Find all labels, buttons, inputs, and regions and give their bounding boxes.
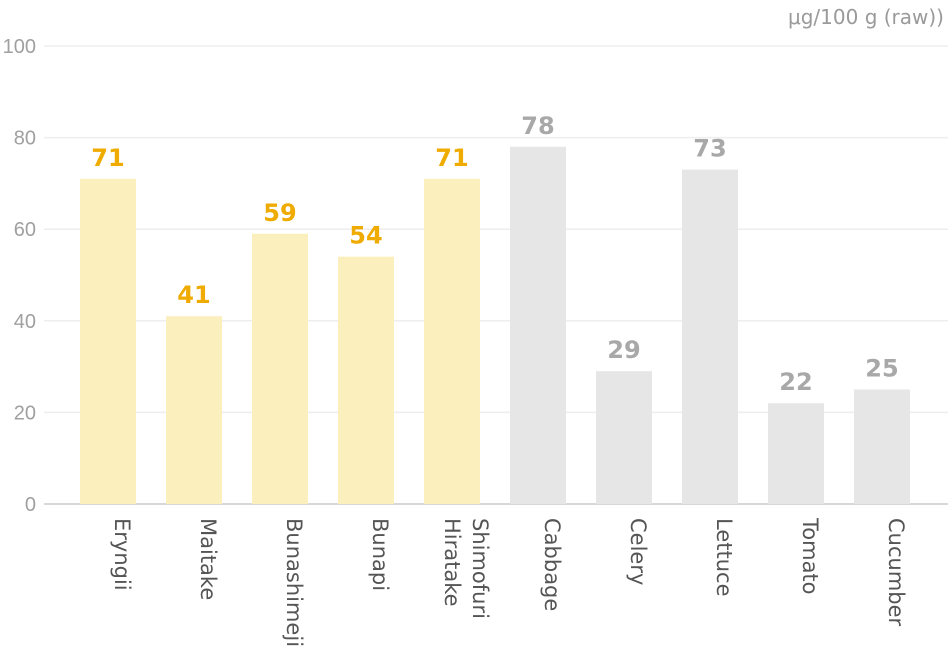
bar-lettuce [682, 169, 738, 504]
category-label: Maitake [196, 518, 220, 600]
y-tick-label: 100 [3, 36, 36, 58]
y-tick-label: 80 [14, 128, 36, 150]
category-label: Shimofuri [468, 518, 492, 619]
bar-cabbage [510, 146, 566, 504]
category-label: Lettuce [712, 518, 736, 597]
value-label: 71 [435, 144, 468, 172]
value-label: 73 [693, 135, 726, 163]
y-axis-ticks: 0 20 40 60 80 100 [3, 36, 36, 516]
bar-bunashimeji [252, 233, 308, 504]
x-axis-categories: Eryngii Maitake Bunashimeji Bunapi Shimofuri… [110, 517, 908, 647]
category-label: Cucumber [884, 518, 908, 627]
y-tick-label: 20 [14, 402, 36, 424]
category-label: Eryngii [110, 518, 134, 591]
value-label: 25 [865, 355, 898, 383]
value-label: 71 [91, 144, 124, 172]
unit-label: μg/100 g (raw)) [788, 5, 944, 29]
y-tick-label: 60 [14, 219, 36, 241]
category-label: Bunapi [368, 518, 392, 591]
category-label: Hiratake [440, 518, 464, 607]
category-label: Cabbage [540, 518, 564, 611]
value-label: 59 [263, 199, 296, 227]
category-label: Celery [626, 518, 650, 585]
bar-eryngii [80, 178, 136, 504]
value-label: 22 [779, 368, 812, 396]
bar-cucumber [854, 389, 910, 504]
category-label: Tomato [798, 517, 822, 595]
bar-bunapi [338, 256, 394, 504]
value-label: 54 [349, 222, 382, 250]
bars [80, 146, 910, 504]
value-label: 29 [607, 336, 640, 364]
value-label: 41 [177, 281, 210, 309]
value-label: 78 [521, 112, 554, 140]
category-label: Bunashimeji [282, 518, 306, 647]
bar-celery [596, 371, 652, 504]
value-labels: 71 41 59 54 71 78 29 73 22 25 [91, 112, 898, 396]
bar-maitake [166, 316, 222, 504]
y-tick-label: 0 [25, 494, 36, 516]
y-tick-label: 40 [14, 311, 36, 333]
bar-tomato [768, 403, 824, 504]
bar-shimofuri-hiratake [424, 178, 480, 504]
